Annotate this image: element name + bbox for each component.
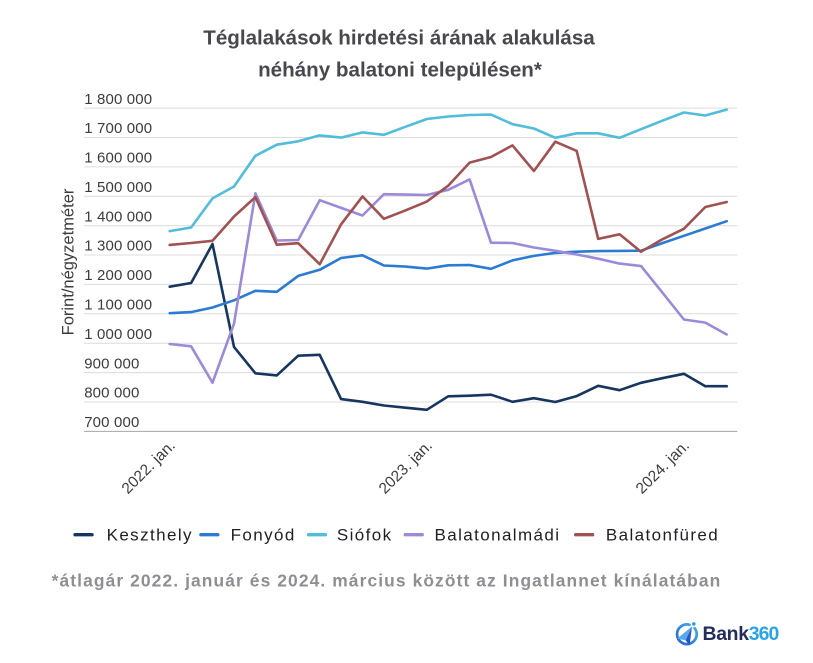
svg-text:2023. jan.: 2023. jan. xyxy=(376,437,436,497)
svg-text:Balatonfüred: Balatonfüred xyxy=(606,525,719,544)
svg-text:1 500 000: 1 500 000 xyxy=(84,179,152,196)
svg-text:Fonyód: Fonyód xyxy=(231,525,296,544)
svg-text:*átlagár 2022. január és 2024.: *átlagár 2022. január és 2024. március k… xyxy=(52,570,722,590)
svg-text:Keszthely: Keszthely xyxy=(107,525,193,544)
svg-text:1 000 000: 1 000 000 xyxy=(84,326,152,343)
svg-text:2022. jan.: 2022. jan. xyxy=(119,437,179,497)
svg-text:Forint/négyzetméter: Forint/négyzetméter xyxy=(60,188,78,335)
svg-text:1 400 000: 1 400 000 xyxy=(84,208,152,225)
svg-text:1 600 000: 1 600 000 xyxy=(84,150,152,167)
svg-text:700 000: 700 000 xyxy=(84,414,139,431)
svg-text:900 000: 900 000 xyxy=(84,355,139,372)
svg-text:800 000: 800 000 xyxy=(84,385,139,402)
svg-text:Bank360: Bank360 xyxy=(703,623,779,645)
svg-text:Siófok: Siófok xyxy=(337,525,393,544)
svg-text:1 200 000: 1 200 000 xyxy=(84,267,152,284)
svg-text:1 800 000: 1 800 000 xyxy=(84,91,152,108)
svg-text:2024. jan.: 2024. jan. xyxy=(633,437,693,497)
svg-text:Téglalakások hirdetési árának: Téglalakások hirdetési árának alakulása xyxy=(203,26,595,49)
svg-text:1 300 000: 1 300 000 xyxy=(84,238,152,255)
svg-text:1 700 000: 1 700 000 xyxy=(84,120,152,137)
svg-text:1 100 000: 1 100 000 xyxy=(84,297,152,314)
svg-text:néhány balatoni településen*: néhány balatoni településen* xyxy=(258,59,542,82)
svg-text:Balatonalmádi: Balatonalmádi xyxy=(435,525,561,544)
